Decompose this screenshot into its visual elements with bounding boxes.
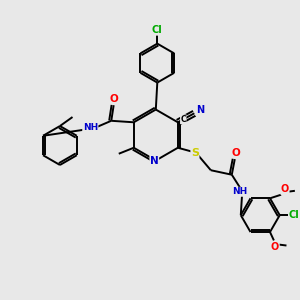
- Text: N: N: [150, 156, 159, 166]
- Text: NH: NH: [83, 123, 98, 132]
- Text: C: C: [180, 115, 186, 124]
- Text: O: O: [281, 184, 289, 194]
- Text: N: N: [196, 105, 204, 115]
- Text: Cl: Cl: [289, 210, 299, 220]
- Text: O: O: [109, 94, 118, 103]
- Text: O: O: [231, 148, 240, 158]
- Text: Cl: Cl: [152, 25, 163, 35]
- Text: S: S: [191, 148, 199, 158]
- Text: NH: NH: [232, 187, 248, 196]
- Text: O: O: [271, 242, 279, 252]
